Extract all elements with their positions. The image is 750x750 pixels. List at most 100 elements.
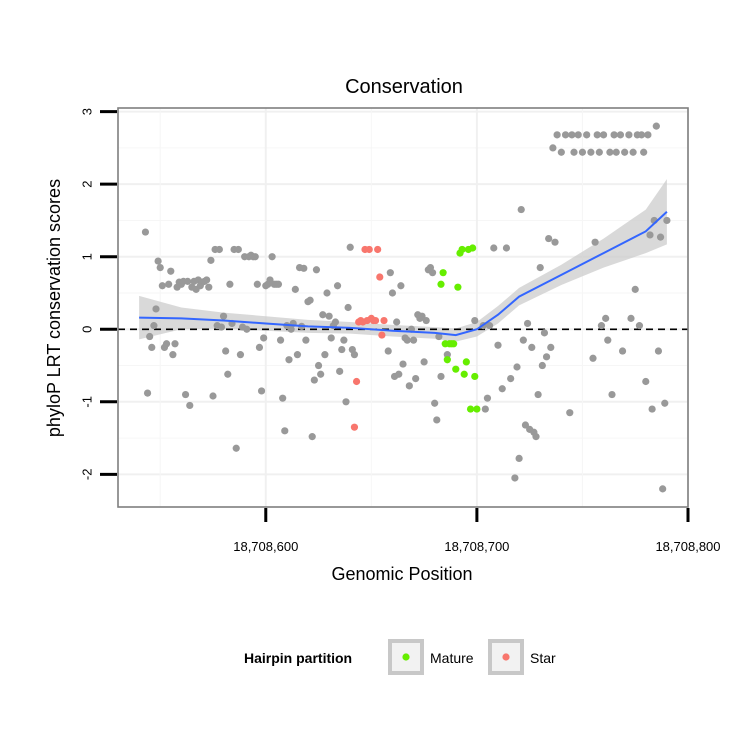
point-other bbox=[511, 474, 519, 482]
point-other bbox=[281, 427, 289, 435]
point-other bbox=[156, 264, 164, 272]
point-mature bbox=[439, 269, 447, 277]
point-other bbox=[534, 390, 542, 399]
point-other bbox=[171, 340, 179, 348]
point-other bbox=[403, 336, 411, 344]
point-other bbox=[627, 314, 635, 322]
point-other bbox=[553, 131, 561, 139]
x-tick-label: 18,708,800 bbox=[655, 539, 720, 554]
point-other bbox=[167, 267, 175, 275]
point-star bbox=[380, 316, 388, 325]
point-other bbox=[637, 131, 646, 139]
point-other bbox=[593, 131, 601, 139]
point-other bbox=[656, 233, 665, 241]
point-other bbox=[481, 405, 489, 413]
point-other bbox=[338, 345, 346, 354]
point-other bbox=[589, 354, 597, 362]
point-other bbox=[604, 336, 612, 344]
point-other bbox=[485, 322, 494, 330]
point-other bbox=[224, 370, 232, 378]
point-other bbox=[409, 336, 418, 344]
point-other bbox=[321, 351, 329, 359]
point-other bbox=[152, 305, 160, 313]
point-other bbox=[549, 144, 557, 152]
point-other bbox=[148, 343, 156, 351]
point-other bbox=[350, 351, 359, 359]
point-other bbox=[217, 323, 226, 331]
point-other bbox=[308, 433, 316, 441]
point-other bbox=[340, 336, 348, 344]
point-other bbox=[661, 399, 669, 407]
point-other bbox=[215, 245, 223, 254]
point-other bbox=[498, 385, 506, 393]
point-other bbox=[399, 360, 407, 368]
point-other bbox=[143, 389, 152, 397]
point-mature bbox=[462, 358, 470, 366]
point-other bbox=[494, 341, 502, 349]
legend-point-star bbox=[502, 653, 510, 661]
point-other bbox=[610, 131, 618, 139]
point-other bbox=[618, 347, 627, 355]
point-mature bbox=[450, 340, 458, 348]
x-tick-label: 18,708,600 bbox=[233, 539, 298, 554]
axes: -2 -1 0 1 2 3 18,708,600 18,708,700 18,708,800 bbox=[79, 107, 721, 554]
point-other bbox=[226, 280, 234, 288]
point-other bbox=[507, 374, 515, 383]
point-other bbox=[207, 256, 215, 264]
point-other bbox=[276, 336, 285, 344]
point-other bbox=[310, 376, 318, 384]
point-other bbox=[519, 336, 527, 344]
point-other bbox=[570, 148, 578, 156]
point-star bbox=[371, 316, 380, 325]
point-mature bbox=[452, 365, 460, 373]
point-other bbox=[323, 289, 331, 297]
y-tick-label: 2 bbox=[79, 181, 94, 188]
point-other bbox=[150, 322, 158, 330]
point-other bbox=[255, 343, 264, 351]
point-star bbox=[350, 423, 359, 431]
point-other bbox=[257, 387, 266, 395]
point-other bbox=[232, 444, 240, 452]
point-other bbox=[274, 280, 283, 288]
point-other bbox=[268, 253, 276, 261]
point-other bbox=[433, 416, 441, 424]
point-other bbox=[395, 370, 403, 378]
legend: Hairpin partition Mature Star bbox=[244, 639, 556, 675]
point-other bbox=[471, 316, 479, 325]
point-other bbox=[642, 377, 650, 386]
point-other bbox=[490, 244, 498, 252]
x-axis-label: Genomic Position bbox=[331, 564, 472, 584]
point-other bbox=[625, 131, 633, 139]
point-other bbox=[608, 390, 616, 399]
point-other bbox=[141, 228, 150, 236]
point-other bbox=[435, 332, 443, 341]
point-other bbox=[384, 347, 392, 355]
point-other bbox=[325, 312, 333, 320]
point-other bbox=[612, 148, 620, 156]
point-star bbox=[376, 273, 384, 281]
point-other bbox=[616, 131, 625, 139]
point-other bbox=[591, 238, 599, 246]
point-other bbox=[260, 334, 268, 342]
point-other bbox=[314, 361, 323, 370]
point-other bbox=[346, 243, 354, 251]
legend-point-mature bbox=[402, 653, 410, 661]
point-other bbox=[327, 334, 335, 342]
point-other bbox=[422, 316, 430, 325]
point-other bbox=[536, 264, 544, 272]
point-other bbox=[523, 319, 532, 328]
point-star bbox=[352, 377, 361, 386]
point-other bbox=[532, 433, 540, 441]
point-other bbox=[428, 269, 437, 277]
point-other bbox=[629, 148, 637, 156]
point-other bbox=[557, 148, 565, 156]
point-other bbox=[300, 264, 308, 272]
point-other bbox=[599, 131, 608, 139]
point-mature bbox=[471, 372, 479, 381]
point-other bbox=[393, 318, 401, 326]
point-other bbox=[312, 266, 321, 274]
point-other bbox=[186, 401, 194, 410]
point-other bbox=[388, 289, 397, 297]
point-other bbox=[162, 340, 171, 348]
